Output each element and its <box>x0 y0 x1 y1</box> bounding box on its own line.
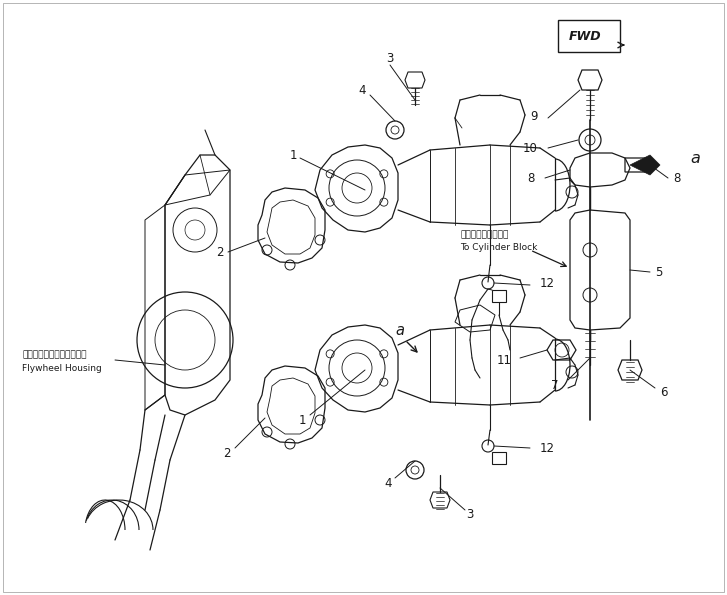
Bar <box>558 20 620 52</box>
Text: 1: 1 <box>298 414 306 427</box>
Text: a: a <box>395 322 404 337</box>
Text: 4: 4 <box>385 477 392 490</box>
Text: シリンダブロックへ: シリンダブロックへ <box>460 230 508 240</box>
Bar <box>492 452 506 464</box>
Text: a: a <box>690 151 700 165</box>
Bar <box>492 290 506 302</box>
Text: 5: 5 <box>655 265 662 278</box>
Text: Flywheel Housing: Flywheel Housing <box>22 364 102 372</box>
Text: フライホイールハウジング: フライホイールハウジング <box>22 350 87 359</box>
Text: 6: 6 <box>660 386 667 399</box>
Text: 3: 3 <box>386 52 394 64</box>
Text: 10: 10 <box>523 142 538 155</box>
Text: FWD: FWD <box>569 30 601 42</box>
Text: 8: 8 <box>673 171 680 184</box>
Text: 3: 3 <box>466 509 474 521</box>
Text: 12: 12 <box>540 277 555 290</box>
Text: 1: 1 <box>289 149 297 161</box>
Polygon shape <box>630 155 660 175</box>
Text: 12: 12 <box>540 441 555 455</box>
Text: 8: 8 <box>528 171 535 184</box>
Text: 2: 2 <box>216 246 224 258</box>
Text: 2: 2 <box>223 446 230 459</box>
Text: 11: 11 <box>497 353 512 367</box>
Text: 7: 7 <box>550 378 558 392</box>
Text: To Cylinder Block: To Cylinder Block <box>460 243 537 252</box>
Text: 9: 9 <box>531 109 538 123</box>
Text: 4: 4 <box>358 83 366 96</box>
